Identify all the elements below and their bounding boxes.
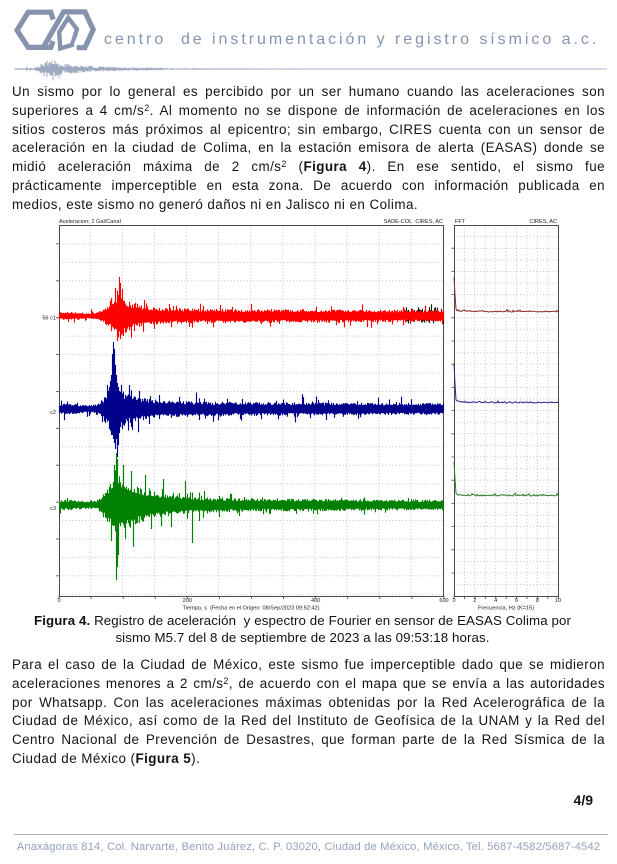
svg-text:56 c1: 56 c1 [42,316,56,322]
svg-text:4: 4 [494,598,497,604]
svg-text:Frecuencia, Hz (K=15): Frecuencia, Hz (K=15) [478,606,534,612]
svg-text:600: 600 [439,598,448,604]
svg-text:8: 8 [536,598,539,604]
svg-text:c2: c2 [50,410,56,416]
svg-text:CIRES, AC: CIRES, AC [529,219,557,225]
svg-text:SADE-COL CIRES, AC: SADE-COL CIRES, AC [384,219,443,225]
svg-text:0: 0 [452,598,455,604]
svg-text:400: 400 [311,598,320,604]
svg-text:2: 2 [473,598,476,604]
svg-text:6: 6 [515,598,518,604]
svg-text:10: 10 [555,598,561,604]
svg-text:Tiempo, s (Fecha en el Origen: Tiempo, s (Fecha en el Origen: 08/Sep/20… [183,606,320,612]
svg-text:c3: c3 [50,506,56,512]
svg-text:0: 0 [57,598,60,604]
svg-text:200: 200 [183,598,192,604]
svg-text:Aceleracion; 2 Gal/Canal: Aceleracion; 2 Gal/Canal [59,219,121,225]
svg-text:FFT: FFT [455,219,466,225]
